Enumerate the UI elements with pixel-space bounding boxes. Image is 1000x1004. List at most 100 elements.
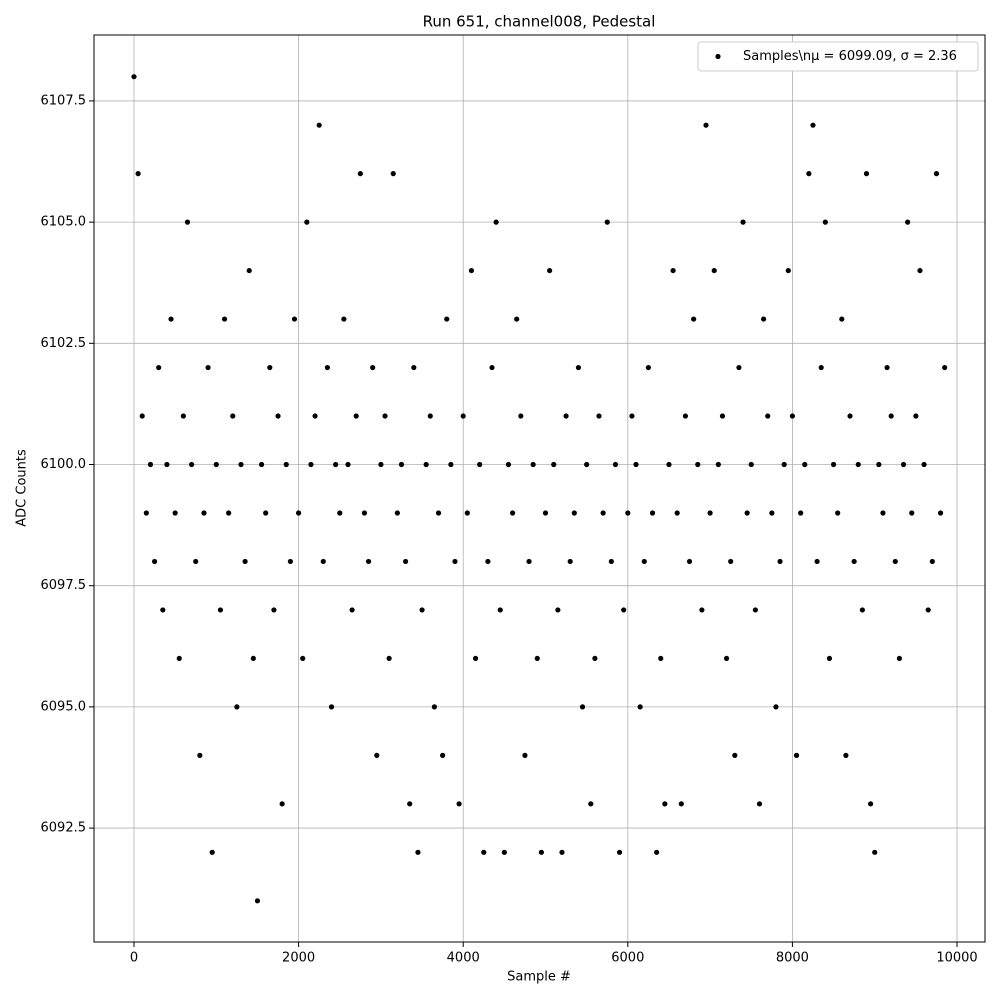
data-point: [209, 849, 215, 855]
data-point: [876, 461, 882, 468]
x-axis-label: Sample #: [507, 970, 571, 985]
data-point: [353, 413, 359, 419]
data-point: [604, 219, 610, 225]
data-point: [662, 801, 668, 807]
data-point: [802, 461, 808, 468]
data-point: [312, 413, 318, 419]
data-point: [822, 219, 828, 225]
data-point: [304, 219, 310, 225]
data-point: [242, 558, 248, 565]
data-point: [761, 316, 767, 322]
data-point: [518, 413, 524, 419]
data-point: [427, 413, 433, 419]
data-point: [370, 364, 376, 371]
data-point: [826, 655, 833, 662]
data-point: [390, 171, 396, 177]
data-point: [711, 267, 717, 274]
data-point: [674, 510, 680, 516]
data-point: [328, 704, 335, 710]
data-point: [896, 655, 903, 662]
data-point: [798, 510, 804, 516]
data-point: [567, 558, 573, 565]
data-point: [147, 461, 154, 468]
data-point: [872, 849, 878, 855]
data-point: [423, 461, 429, 468]
data-point: [658, 655, 664, 662]
data-point: [744, 510, 750, 516]
y-tick-label: 6100.0: [41, 457, 87, 472]
y-tick-label: 6095.0: [41, 699, 87, 714]
data-point: [806, 171, 812, 177]
legend-label: Samples\nμ = 6099.09, σ = 2.36: [743, 49, 957, 64]
data-point: [559, 849, 565, 855]
data-point: [509, 510, 516, 516]
data-point: [345, 461, 351, 468]
data-point: [464, 510, 470, 516]
data-point: [226, 510, 232, 516]
x-tick-label: 0: [130, 951, 138, 966]
data-point: [695, 461, 701, 468]
data-point: [435, 510, 442, 516]
data-point: [884, 364, 890, 371]
data-point: [839, 316, 845, 322]
data-point: [769, 510, 775, 516]
data-point: [637, 704, 643, 710]
data-point: [756, 801, 763, 807]
data-point: [444, 316, 450, 322]
data-point: [814, 558, 820, 565]
data-point: [448, 461, 454, 468]
data-point: [213, 461, 219, 468]
x-tick-label: 6000: [611, 951, 644, 966]
data-point: [234, 704, 240, 710]
data-point: [300, 655, 306, 662]
data-point: [925, 607, 931, 613]
chart-title: Run 651, channel008, Pedestal: [423, 13, 656, 31]
data-point: [723, 655, 730, 662]
data-point: [534, 655, 540, 662]
data-point: [419, 607, 425, 613]
data-point: [468, 267, 475, 274]
data-point: [246, 267, 252, 274]
data-point: [629, 413, 635, 419]
data-point: [682, 413, 689, 419]
data-point: [785, 267, 791, 274]
data-point: [859, 607, 865, 613]
data-point: [143, 510, 149, 516]
legend-marker: [715, 53, 721, 60]
data-point: [641, 558, 647, 565]
data-point: [221, 316, 228, 322]
data-point: [563, 413, 569, 419]
x-tick-label: 2000: [282, 951, 315, 966]
data-point: [456, 801, 462, 807]
data-point: [588, 801, 594, 807]
data-point: [905, 219, 911, 225]
data-point: [283, 461, 289, 468]
data-point: [477, 461, 483, 468]
data-point: [752, 607, 758, 613]
data-point: [131, 74, 137, 80]
data-point: [151, 558, 158, 565]
data-point: [921, 461, 927, 468]
data-point: [843, 752, 849, 758]
data-point: [855, 461, 861, 468]
data-point: [933, 171, 940, 177]
data-point: [835, 510, 841, 516]
data-point: [415, 849, 421, 855]
data-point: [361, 510, 368, 516]
data-point: [748, 461, 754, 468]
data-point: [349, 607, 355, 613]
data-point: [275, 413, 281, 419]
data-point: [584, 461, 590, 468]
data-point: [172, 510, 178, 516]
data-point: [501, 849, 507, 855]
data-point: [707, 510, 713, 516]
data-point: [579, 704, 586, 710]
data-point: [337, 510, 343, 516]
data-point: [291, 316, 298, 322]
data-point: [263, 510, 269, 516]
data-point: [592, 655, 598, 662]
data-point: [715, 461, 721, 468]
data-point: [736, 364, 742, 371]
plot-frame: [93, 34, 986, 943]
